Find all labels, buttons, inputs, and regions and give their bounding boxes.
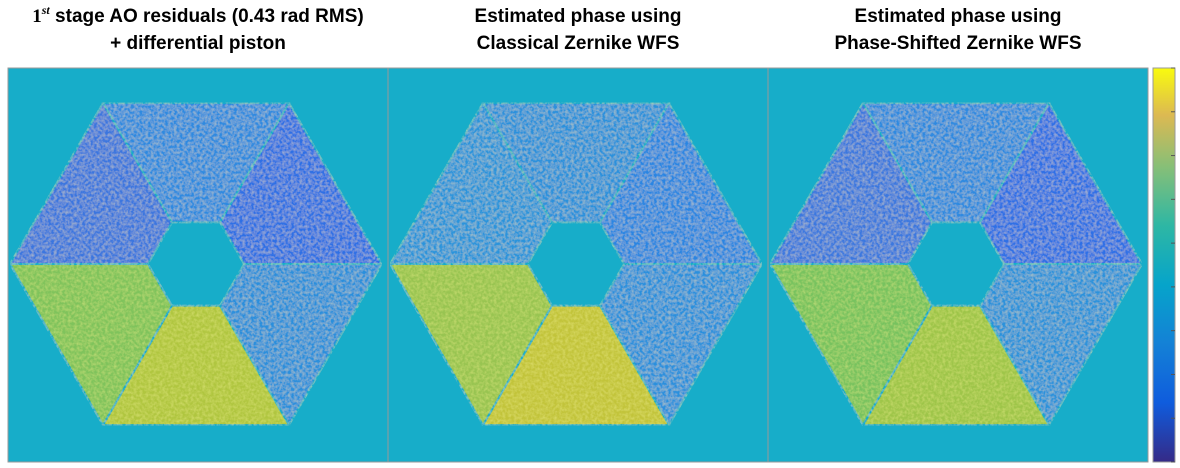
ordinal: 1 <box>32 6 42 27</box>
panel-title: + differential piston <box>110 33 286 54</box>
phase-map <box>7 67 389 463</box>
phase-maps <box>7 67 1149 463</box>
mirror-segment <box>768 100 934 265</box>
phase-map <box>387 67 769 463</box>
mirror-segment <box>388 100 554 265</box>
colorbar-gradient <box>1152 67 1176 463</box>
panel-title: Classical Zernike WFS <box>477 33 680 54</box>
superscript: st <box>41 3 51 17</box>
mirror <box>8 100 384 428</box>
panel-title: Phase-Shifted Zernike WFS <box>834 33 1081 54</box>
colorbar-ticks <box>1171 67 1175 463</box>
panel-title: Estimated phase using <box>855 6 1062 27</box>
mirror-segment <box>8 100 174 265</box>
titles: 1st stage AO residuals (0.43 rad RMS) + d… <box>32 3 1081 54</box>
phase-map <box>767 67 1149 463</box>
mirror <box>388 100 764 428</box>
panel-title: 1st stage AO residuals (0.43 rad RMS) <box>32 3 363 27</box>
mirror <box>768 100 1144 428</box>
panel-title: Estimated phase using <box>475 6 682 27</box>
colorbar <box>1152 67 1176 463</box>
title-text: stage AO residuals (0.43 rad RMS) <box>50 6 364 27</box>
